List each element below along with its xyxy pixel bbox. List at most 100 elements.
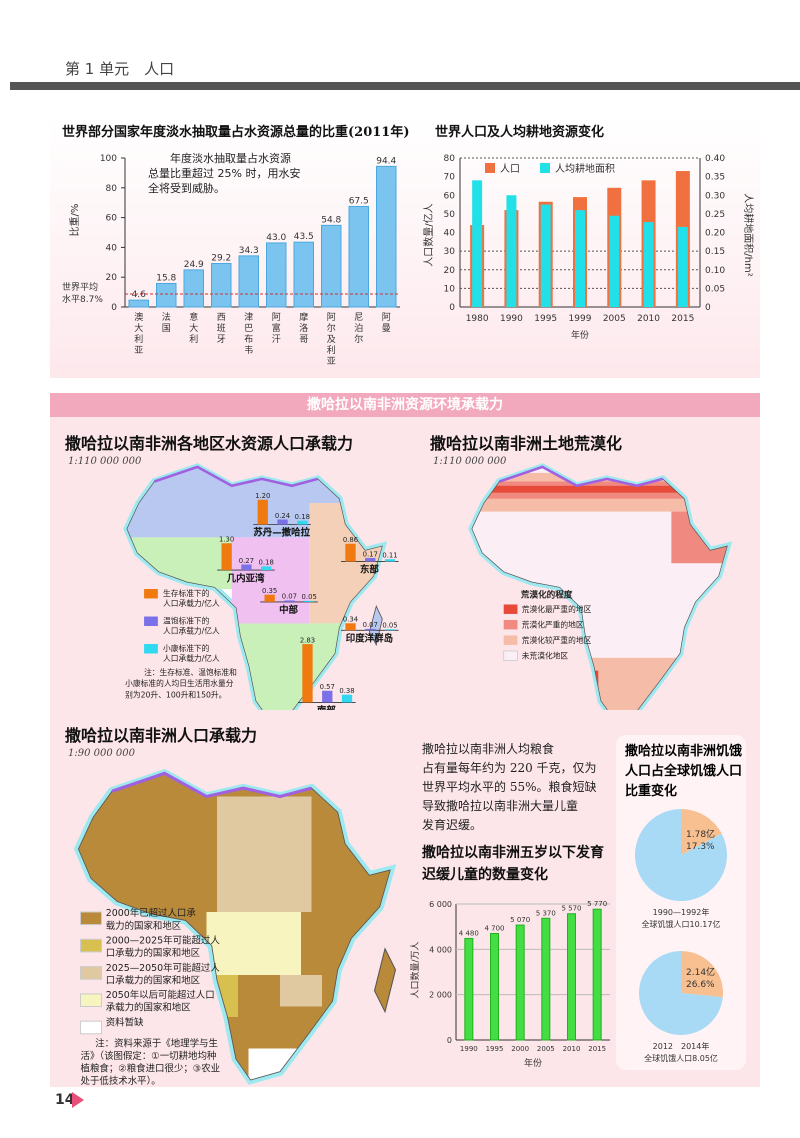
region-label: 中部 <box>279 604 298 616</box>
y2-tick-label: 0.10 <box>705 266 725 276</box>
capacity-bar <box>384 559 396 562</box>
legend-swatch <box>79 1020 103 1035</box>
capacity-bar <box>345 623 356 631</box>
region-label: 几内亚湾 <box>227 572 265 584</box>
x-axis-label: 年份 <box>524 1057 542 1069</box>
water-withdrawal-chart: 020406080100比重/%4.6澳大利亚15.8法国24.9意大利29.2… <box>62 151 400 367</box>
water-map-title: 撒哈拉以南非洲各地区水资源人口承载力 <box>65 434 354 453</box>
stunting-chart-title: 撒哈拉以南非洲五岁以下发育迟缓儿童的数量变化 <box>422 845 604 883</box>
bar-value-label: 0.05 <box>382 622 397 630</box>
farmland-bar <box>609 215 620 307</box>
page-arrow-icon <box>72 1092 84 1108</box>
farmland-bar <box>677 226 688 307</box>
region-central <box>231 537 310 632</box>
legend-label: 荒漠化严重的地区 <box>522 620 584 630</box>
x-tick-label: 2005 <box>603 314 626 324</box>
bar <box>211 262 232 308</box>
paragraph-line: 发育迟缓。 <box>422 818 483 832</box>
bar-value-label: 0.17 <box>363 550 378 558</box>
bar <box>376 165 397 308</box>
capacity-bar <box>365 628 376 631</box>
x-tick-label: 津 <box>244 312 253 323</box>
region-label: 东部 <box>360 564 379 576</box>
bar-value-label: 0.27 <box>239 557 254 565</box>
legend-label: 承载力的国家和地区 <box>106 1002 191 1014</box>
note-line: 处于低技术水平）。 <box>81 1075 161 1085</box>
page-number: 14 <box>55 1092 75 1108</box>
bar-value-label: 0.18 <box>259 559 274 567</box>
legend-label: 未荒漠化地区 <box>522 651 569 661</box>
x-tick-label: 1990 <box>500 314 523 324</box>
legend-label: 生存标准下的 <box>163 588 210 598</box>
x-tick-label: 曼 <box>382 323 391 334</box>
legend-swatch <box>144 644 158 654</box>
exceed-2025-2050 <box>217 796 312 912</box>
x-tick-label: 阿 <box>272 312 281 323</box>
bar <box>293 241 314 308</box>
bar <box>266 242 287 308</box>
y-tick-label: 60 <box>444 191 456 201</box>
legend-label: 载力的国家和地区 <box>106 920 182 932</box>
x-tick-label: 意 <box>189 311 198 323</box>
legend-label: 人口 <box>500 163 520 175</box>
x-tick-label: 哥 <box>299 334 308 345</box>
capacity-bar <box>221 543 232 571</box>
legend-label: 小康标准下的 <box>163 643 210 653</box>
legend-swatch <box>144 616 158 626</box>
desert-band-most-severe <box>471 485 728 493</box>
bar <box>592 908 602 1041</box>
bar-value-label: 67.5 <box>349 196 369 206</box>
bar-value-label: 5 570 <box>561 905 581 913</box>
map-group: 1.20 0.24 0.18 苏丹—撒哈拉 1.30 0.27 0.18 几内亚湾 0.86 0.… <box>123 463 399 710</box>
bar <box>348 205 369 308</box>
x-tick-label: 2015 <box>671 314 694 324</box>
x-tick-label: 尔 <box>354 333 363 345</box>
capacity-bar <box>257 499 268 525</box>
pie-caption: 全球饥饿人口8.05亿 <box>644 1053 718 1063</box>
bar-value-label: 0.38 <box>339 687 354 695</box>
x-tick-label: 牙 <box>217 334 226 345</box>
capacity-bar <box>264 594 275 602</box>
hunger-title-line: 撒哈拉以南非洲饥饿 <box>625 744 743 759</box>
y-tick-label: 6 000 <box>429 900 452 909</box>
y-tick-label: 20 <box>106 273 118 283</box>
region-label: 苏丹—撒哈拉 <box>253 527 310 539</box>
pie-slice <box>681 951 723 998</box>
note-line: 活》（该图假定：①一切耕地均种 <box>81 1050 217 1062</box>
legend-label: 2025—2050年可能超过人 <box>106 962 221 974</box>
y-tick-label: 40 <box>106 243 118 253</box>
bar <box>567 913 576 1041</box>
bar <box>321 224 342 308</box>
bar <box>156 282 177 308</box>
y-tick-label: 30 <box>444 247 456 257</box>
x-tick-label: 1995 <box>534 314 557 324</box>
bar-value-label: 1.20 <box>255 492 270 500</box>
bar-value-label: 4 480 <box>459 929 479 937</box>
slice-label: 2.14亿 <box>686 966 715 978</box>
legend-label: 资料暂缺 <box>106 1016 144 1028</box>
x-tick-label: 泊 <box>354 323 363 334</box>
sahara-boundary <box>111 771 312 799</box>
capacity-map-scale: 1:90 000 000 <box>68 748 135 759</box>
legend-label: 人口承载力/亿人 <box>163 626 220 636</box>
population-farmland-chart: 0 0 10 0.05 20 0.10 30 0.15 40 0.20 50 0.25 60 0.30 70… <box>422 154 755 341</box>
pie-caption: 全球饥饿人口10.17亿 <box>642 919 721 929</box>
capacity-bar <box>241 564 252 571</box>
bar-value-label: 5 070 <box>510 916 530 924</box>
note-line: 小康标准的人均日生活用水量分 <box>125 678 234 688</box>
x-tick-label: 洛 <box>299 322 308 334</box>
x-tick-label: 2010 <box>563 1045 581 1053</box>
bar <box>183 269 204 308</box>
x-tick-label: 2010 <box>637 314 660 324</box>
capacity-bar <box>365 557 376 562</box>
slice-percent: 17.3% <box>686 842 715 852</box>
bar-value-label: 0.07 <box>363 621 378 629</box>
legend-swatch <box>503 635 518 645</box>
reference-label: 世界平均 <box>62 281 98 293</box>
region-label: 南部 <box>317 705 336 710</box>
x-tick-label: 阿 <box>382 312 391 323</box>
x-tick-label: 1980 <box>466 314 489 324</box>
bar-value-label: 5 370 <box>536 909 556 917</box>
